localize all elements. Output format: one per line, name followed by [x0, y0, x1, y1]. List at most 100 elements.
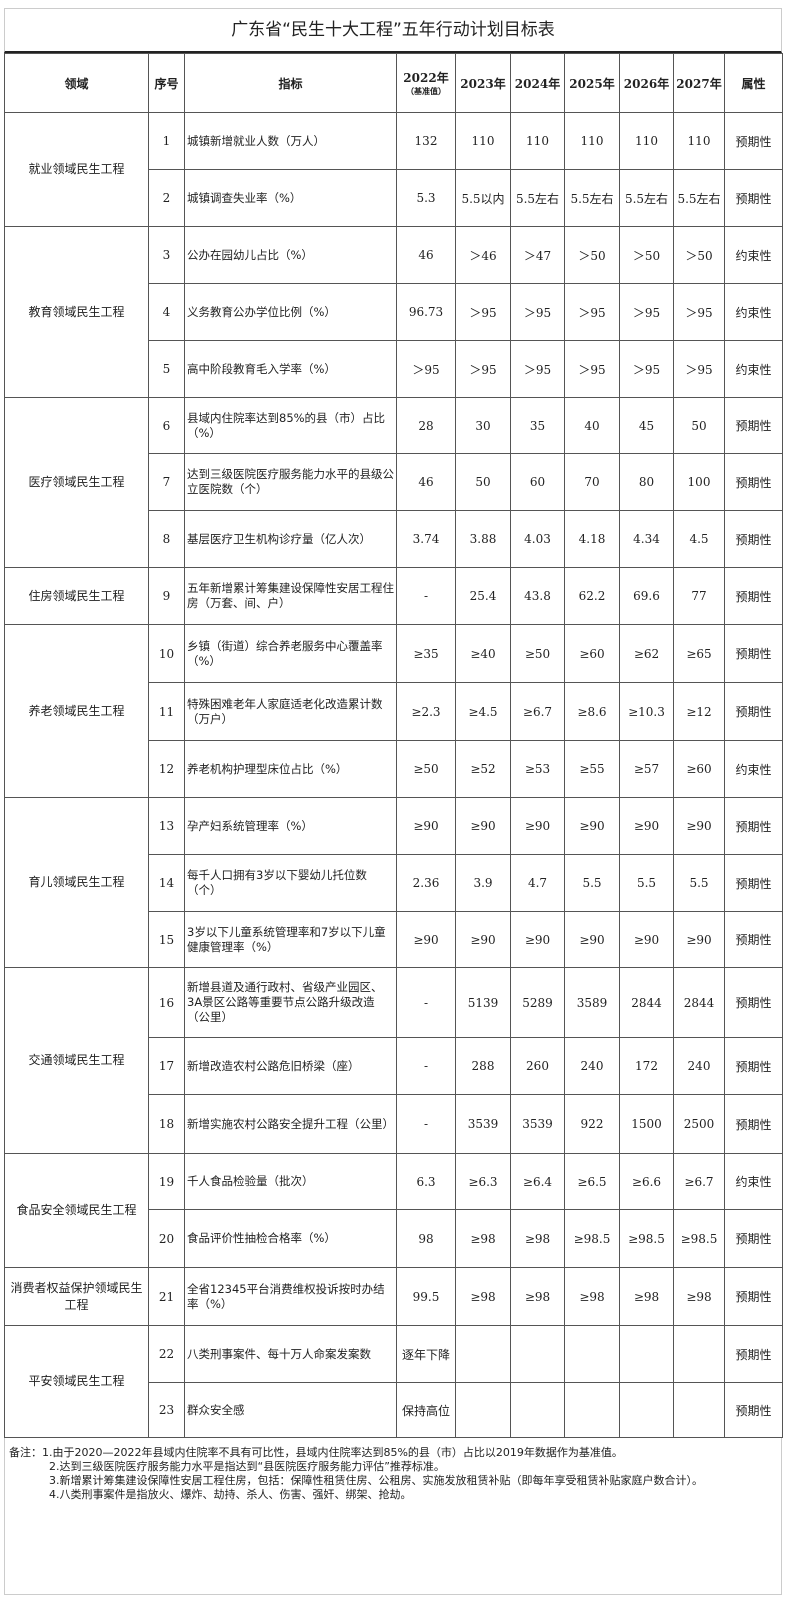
value-2022: 保持高位: [396, 1382, 456, 1438]
value-2025: 922: [564, 1094, 620, 1154]
footnote-text: 2.达到三级医院医疗服务能力水平是指达到“县医院医疗服务能力评估”推荐标准。: [49, 1460, 445, 1473]
indicator-cell: 达到三级医院医疗服务能力水平的县级公立医院数（个）: [184, 453, 397, 511]
value-2026: 1500: [619, 1094, 674, 1154]
value-2027: ≥12: [673, 682, 725, 741]
value-2027: 2500: [673, 1094, 725, 1154]
value-2026: ≥90: [619, 911, 674, 968]
attribute-cell: 预期性: [724, 854, 783, 912]
value-2025: ≥60: [564, 624, 620, 683]
value-2023: ＞95: [455, 283, 511, 341]
table-row: 食品安全领域民生工程 19 千人食品检验量（批次） 6.3 ≥6.3 ≥6.4 ≥6.5 ≥6…: [4, 1153, 783, 1268]
value-2022: 5.3: [396, 169, 456, 227]
value-2027: ≥6.7: [673, 1153, 725, 1210]
value-2024: 5289: [510, 967, 565, 1038]
value-2023: 288: [455, 1037, 511, 1095]
value-2025: ≥98.5: [564, 1209, 620, 1268]
value-2024: ≥98: [510, 1209, 565, 1268]
value-2025: ＞50: [564, 226, 620, 284]
table-row: 11 特殊困难老年人家庭适老化改造累计数（万户） ≥2.3 ≥4.5 ≥6.7 ≥8.6 ≥…: [5, 682, 783, 741]
row-number: 18: [148, 1094, 185, 1154]
indicator-cell: 千人食品检验量（批次）: [184, 1153, 397, 1210]
value-2024: ≥98: [510, 1267, 565, 1326]
header-2022: 2022年 （基准值）: [396, 53, 456, 113]
header-no: 序号: [148, 53, 185, 113]
value-2027: ＞95: [673, 283, 725, 341]
value-2025: 5.5: [564, 854, 620, 912]
value-2022: ≥35: [396, 624, 456, 683]
value-2025: 40: [564, 397, 620, 454]
value-empty: [510, 1325, 565, 1383]
table-row: 17 新增改造农村公路危旧桥梁（座） -288 260 240 172 240 预期性: [5, 1037, 783, 1095]
footnote-item: 备注：1.由于2020—2022年县域内住院率不具有可比性，县域内住院率达到85…: [9, 1446, 777, 1460]
row-number: 13: [148, 797, 185, 855]
row-number: 1: [148, 112, 185, 170]
area-cell: 养老领域民生工程: [4, 624, 149, 798]
value-2023: 110: [455, 112, 511, 170]
indicator-cell: 公办在园幼儿占比（%）: [184, 226, 397, 284]
area-cell: 平安领域民生工程: [4, 1325, 149, 1438]
value-2026: ＞95: [619, 283, 674, 341]
attribute-cell: 约束性: [724, 740, 783, 798]
value-2023: ≥98: [455, 1209, 511, 1268]
indicator-cell: 义务教育公办学位比例（%）: [184, 283, 397, 341]
value-2026: 4.34: [619, 510, 674, 568]
indicator-cell: 高中阶段教育毛入学率（%）: [184, 340, 397, 398]
table-row: 15 3岁以下儿童系统管理率和7岁以下儿童健康管理率（%） ≥90 ≥90 ≥90 ≥90…: [5, 911, 783, 968]
value-2025: 70: [564, 453, 620, 511]
value-2027: ＞95: [673, 340, 725, 398]
attribute-cell: 预期性: [724, 1267, 783, 1326]
attribute-cell: 约束性: [724, 340, 783, 398]
value-2022: 6.3: [396, 1153, 456, 1210]
value-2027: 77: [673, 567, 725, 625]
value-2027: 5.5左右: [673, 169, 725, 227]
value-2024: 60: [510, 453, 565, 511]
value-2023: ≥40: [455, 624, 511, 683]
value-2024: ≥50: [510, 624, 565, 683]
area-cell: 医疗领域民生工程: [4, 397, 149, 568]
header-row: 领域 序号 指标 2022年 （基准值） 2023年 2024年 2025年 20…: [4, 53, 783, 113]
attribute-cell: 预期性: [724, 169, 783, 227]
indicator-cell: 五年新增累计筹集建设保障性安居工程住房（万套、间、户）: [184, 567, 397, 625]
row-number: 14: [148, 854, 185, 912]
value-2023: 3539: [455, 1094, 511, 1154]
value-2024: ≥6.7: [510, 682, 565, 741]
value-2022: -: [396, 1094, 456, 1154]
value-2027: 2844: [673, 967, 725, 1038]
area-cell: 住房领域民生工程: [4, 567, 149, 625]
row-number: 9: [148, 567, 185, 625]
value-2024: 4.03: [510, 510, 565, 568]
value-2022: 46: [396, 226, 456, 284]
value-2026: 2844: [619, 967, 674, 1038]
indicator-cell: 孕产妇系统管理率（%）: [184, 797, 397, 855]
value-2025: ≥8.6: [564, 682, 620, 741]
header-2023: 2023年: [455, 53, 511, 113]
table-row: 7 达到三级医院医疗服务能力水平的县级公立医院数（个） 46 50 60 70 80 100 预…: [5, 453, 783, 511]
area-cell: 教育领域民生工程: [4, 226, 149, 398]
footnote-text: 4.八类刑事案件是指放火、爆炸、劫持、杀人、伤害、强奸、绑架、抢劫。: [49, 1488, 412, 1501]
page-title: 广东省“民生十大工程”五年行动计划目标表: [4, 8, 782, 53]
area-cell: 交通领域民生工程: [4, 967, 149, 1154]
value-2022: 99.5: [396, 1267, 456, 1326]
value-2022: -: [396, 967, 456, 1038]
value-2025: ＞95: [564, 340, 620, 398]
indicator-cell: 全省12345平台消费维权投诉按时办结率（%）: [184, 1267, 397, 1326]
value-2022: 96.73: [396, 283, 456, 341]
footnote-text: 1.由于2020—2022年县域内住院率不具有可比性，县域内住院率达到85%的县…: [42, 1446, 623, 1459]
value-2024: ＞95: [510, 340, 565, 398]
footnote-item: 3.新增累计筹集建设保障性安居工程住房，包括：保障性租赁住房、公租房、实施发放租…: [9, 1474, 777, 1488]
value-2023: ＞95: [455, 340, 511, 398]
value-2024: ≥53: [510, 740, 565, 798]
value-2024: 110: [510, 112, 565, 170]
value-2022: 逐年下降: [396, 1325, 456, 1383]
row-number: 22: [148, 1325, 185, 1383]
value-2022: ≥90: [396, 911, 456, 968]
attribute-cell: 预期性: [724, 682, 783, 741]
value-2025: ≥90: [564, 911, 620, 968]
value-2024: ≥90: [510, 911, 565, 968]
footnote-item: 4.八类刑事案件是指放火、爆炸、劫持、杀人、伤害、强奸、绑架、抢劫。: [9, 1488, 777, 1502]
value-2024: ≥90: [510, 797, 565, 855]
attribute-cell: 约束性: [724, 226, 783, 284]
value-2025: ≥6.5: [564, 1153, 620, 1210]
table-row: 平安领域民生工程 22 八类刑事案件、每十万人命案发案数 逐年下降 预期性: [4, 1325, 783, 1438]
value-2022: -: [396, 1037, 456, 1095]
